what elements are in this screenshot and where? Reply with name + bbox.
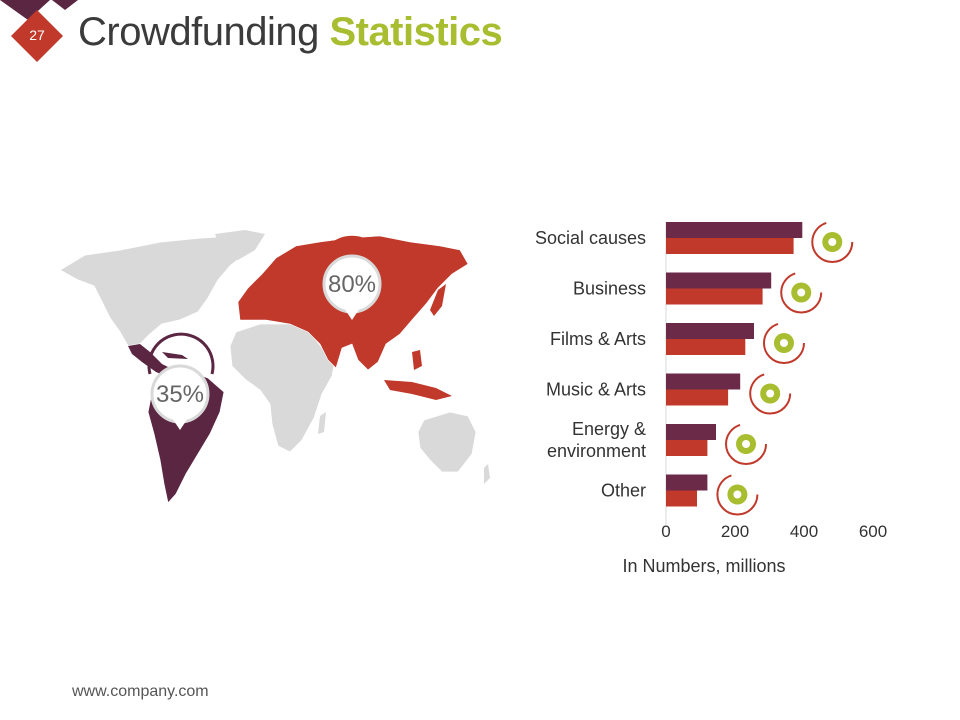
film-reel-icon <box>762 322 805 364</box>
title-accent: Statistics <box>329 10 503 54</box>
category-label-5: Other <box>601 481 646 501</box>
category-label-1: Business <box>573 279 646 299</box>
madagascar-shape <box>318 412 326 434</box>
callout-eurasia: 80% <box>317 235 387 320</box>
north-america-shape <box>59 235 256 347</box>
philippines-shape <box>412 350 422 370</box>
bar-red-5 <box>666 490 697 507</box>
bar-red-2 <box>666 339 746 355</box>
bar-dark-4 <box>666 424 716 440</box>
bar-red-3 <box>666 389 729 406</box>
bar-dark-3 <box>666 373 741 390</box>
x-tick-label-1: 200 <box>721 522 749 541</box>
x-tick-label-0: 0 <box>661 522 670 541</box>
new-zealand-shape <box>484 464 490 484</box>
australia-shape <box>417 411 477 473</box>
footer-url: www.company.com <box>72 683 209 700</box>
category-label-0: Social causes <box>535 228 646 248</box>
bar-dark-5 <box>666 474 708 491</box>
category-label-3: Music & Arts <box>546 380 646 400</box>
bar-red-0 <box>666 238 794 254</box>
bar-red-1 <box>666 288 763 305</box>
callout-latam-label: 35% <box>156 381 204 408</box>
bar-dark-0 <box>666 222 803 238</box>
world-map: 80% 35% <box>59 230 490 504</box>
slide-number-badge: 27 <box>0 0 78 62</box>
bar-dark-2 <box>666 323 754 339</box>
callout-eurasia-label: 80% <box>328 271 376 298</box>
briefcase-icon <box>780 271 823 314</box>
bar-chart: Social causes Business Films & Arts Music &… <box>535 221 887 576</box>
category-label-2: Films & Arts <box>550 329 646 349</box>
slide-number: 27 <box>29 27 45 43</box>
x-tick-label-2: 400 <box>790 522 818 541</box>
x-axis-label: In Numbers, millions <box>622 556 785 576</box>
globe-icon <box>716 473 759 516</box>
title-main: Crowdfunding <box>78 10 330 54</box>
heart-hand-icon <box>811 221 854 263</box>
caribbean-shape <box>162 352 188 359</box>
category-label-4: Energy & environment <box>547 419 646 461</box>
indonesia-shape <box>384 380 452 400</box>
greenland-shape <box>215 230 265 260</box>
bar-dark-1 <box>666 272 772 289</box>
callout-latam: 35% <box>147 332 215 430</box>
light-bulb-icon <box>725 423 768 465</box>
x-tick-label-3: 600 <box>859 522 887 541</box>
japan-shape <box>430 284 446 316</box>
microphone-icon <box>749 372 792 415</box>
bar-red-4 <box>666 440 708 456</box>
page-title: Crowdfunding Statistics <box>78 10 503 55</box>
